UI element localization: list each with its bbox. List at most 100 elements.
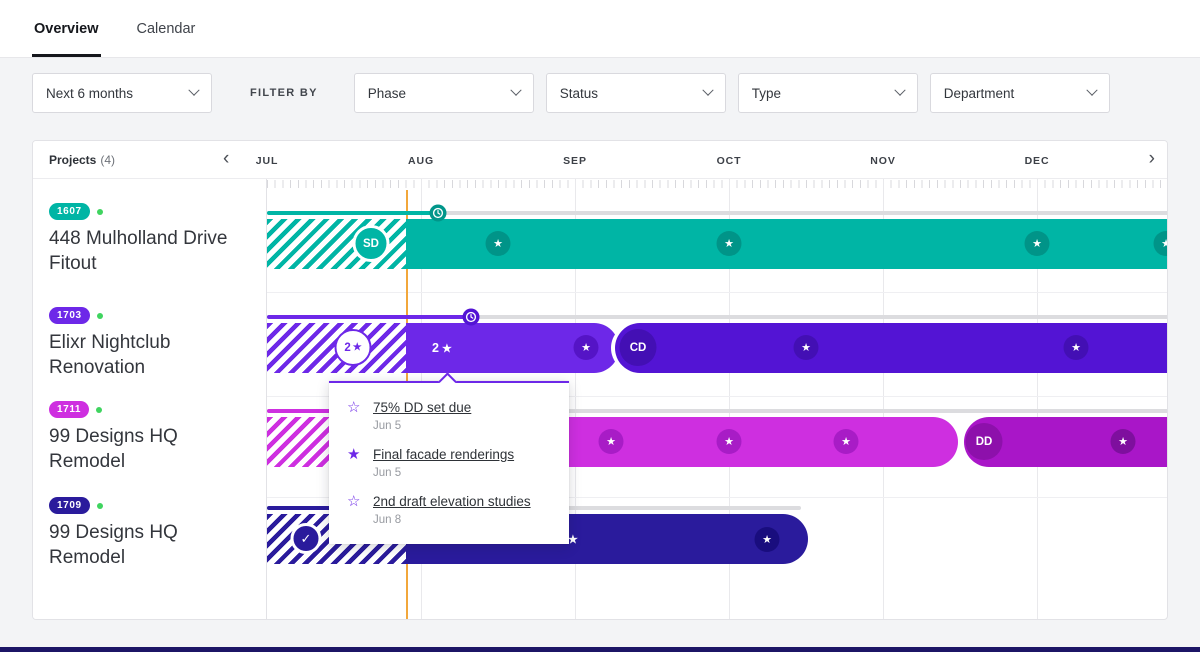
tab-calendar[interactable]: Calendar xyxy=(136,20,196,37)
timeline-body: SD ★ ★ ★ ★ 2★ 2★ ★ CD ★ ★ ★ ★ ★ xyxy=(267,179,1167,619)
gridline-nov xyxy=(883,179,884,619)
milestone-star-icon[interactable]: ★ xyxy=(793,335,819,360)
timeline-ruler xyxy=(267,180,1167,188)
filter-type-label: Type xyxy=(751,85,781,101)
month-label-dec: DEC xyxy=(1024,155,1050,167)
filter-status-select[interactable]: Status xyxy=(545,73,726,113)
project-name: 99 Designs HQ Remodel xyxy=(49,522,178,568)
milestone-star-icon[interactable]: ★ xyxy=(1110,429,1136,454)
milestone-link[interactable]: 2nd draft elevation studies xyxy=(373,494,531,509)
timeline-next-button[interactable]: › xyxy=(1148,148,1155,169)
tooltip-item: ★ Final facade renderings Jun 5 xyxy=(347,446,551,479)
filter-department-label: Department xyxy=(943,85,1015,101)
gantt-bar-1607[interactable] xyxy=(406,219,1167,269)
tab-overview[interactable]: Overview xyxy=(32,0,101,57)
star-filled-icon: ★ xyxy=(347,446,361,463)
milestone-star-icon[interactable]: ★ xyxy=(716,231,742,256)
phase-marker-dd[interactable]: DD xyxy=(965,423,1003,460)
status-dot-icon xyxy=(96,406,103,413)
month-label-sep: SEP xyxy=(563,155,587,167)
milestone-star-icon[interactable]: ★ xyxy=(716,429,742,454)
star-icon: ★ xyxy=(352,342,362,353)
filter-by-label: FILTER BY xyxy=(250,87,318,99)
project-code-badge: 1709 xyxy=(49,497,90,515)
milestone-star-icon[interactable]: ★ xyxy=(1024,231,1050,256)
tooltip-caret xyxy=(438,372,457,391)
gridline-sep xyxy=(575,179,576,619)
month-label-jul: JUL xyxy=(255,155,279,167)
date-range-value: Next 6 months xyxy=(46,85,134,101)
project-code-badge: 1607 xyxy=(49,203,90,221)
progress-fill xyxy=(267,211,438,215)
row-separator xyxy=(267,292,1167,293)
row-separator xyxy=(267,497,1167,498)
filter-type-select[interactable]: Type xyxy=(737,73,918,113)
completed-check-icon[interactable]: ✓ xyxy=(290,523,322,554)
filter-phase-label: Phase xyxy=(367,85,406,101)
chevron-down-icon xyxy=(1086,84,1098,96)
timeline-header: Projects (4) ‹ JUL AUG SEP OCT NOV DEC › xyxy=(33,141,1167,179)
timeline-prev-button[interactable]: ‹ xyxy=(223,148,230,169)
progress-track xyxy=(267,315,1167,319)
milestone-link[interactable]: Final facade renderings xyxy=(373,447,515,462)
projects-header: Projects (4) xyxy=(49,153,115,167)
star-outline-icon: ☆ xyxy=(347,493,361,510)
filter-department-select[interactable]: Department xyxy=(929,73,1110,113)
milestone-star-icon[interactable]: ★ xyxy=(573,335,599,360)
filter-bar: Next 6 months FILTER BY Phase Status Typ… xyxy=(0,58,1200,113)
star-icon: ★ xyxy=(441,342,452,355)
progress-track xyxy=(267,409,1167,413)
milestone-star-icon[interactable]: ★ xyxy=(485,231,511,256)
projects-sidebar: 1607 448 Mulholland Drive Fitout 1703 El… xyxy=(33,179,267,619)
milestone-count-label: 2★ xyxy=(432,341,452,355)
date-range-select[interactable]: Next 6 months xyxy=(32,73,212,113)
star-icon: ★ xyxy=(567,533,578,546)
chevron-down-icon xyxy=(894,84,906,96)
bottom-edge-strip xyxy=(0,647,1200,652)
project-row-1709[interactable]: 1709 99 Designs HQ Remodel xyxy=(49,497,254,570)
star-outline-icon: ☆ xyxy=(347,399,361,416)
milestone-star-icon[interactable]: ★ xyxy=(1153,231,1167,256)
gridline-oct xyxy=(729,179,730,619)
gantt-panel: Projects (4) ‹ JUL AUG SEP OCT NOV DEC › … xyxy=(32,140,1168,620)
tooltip-item: ☆ 75% DD set due Jun 5 xyxy=(347,399,551,432)
progress-track xyxy=(267,211,1167,215)
project-row-1703[interactable]: 1703 Elixr Nightclub Renovation xyxy=(49,307,254,380)
chevron-down-icon xyxy=(510,84,522,96)
milestone-star-icon[interactable]: ★ xyxy=(754,527,780,552)
milestone-star-icon[interactable]: ★ xyxy=(598,429,624,454)
phase-marker-cd[interactable]: CD xyxy=(619,329,657,366)
phase-marker-sd[interactable]: SD xyxy=(352,225,390,262)
pending-milestones-marker[interactable]: 2 ★ xyxy=(334,329,372,366)
project-row-1607[interactable]: 1607 448 Mulholland Drive Fitout xyxy=(49,203,254,276)
filter-phase-select[interactable]: Phase xyxy=(353,73,534,113)
project-name: 448 Mulholland Drive Fitout xyxy=(49,228,228,274)
project-row-1711[interactable]: 1711 99 Designs HQ Remodel xyxy=(49,401,254,474)
gridline-dec xyxy=(1037,179,1038,619)
milestone-star-icon[interactable]: ★ xyxy=(833,429,859,454)
milestone-date: Jun 5 xyxy=(373,420,402,432)
status-dot-icon xyxy=(96,502,103,509)
progress-fill xyxy=(267,506,331,510)
projects-label: Projects xyxy=(49,153,97,167)
progress-fill xyxy=(267,315,471,319)
row-separator xyxy=(267,396,1167,397)
month-label-oct: OCT xyxy=(716,155,742,167)
milestone-date: Jun 5 xyxy=(373,467,402,479)
milestone-link[interactable]: 75% DD set due xyxy=(373,400,472,415)
projects-count: (4) xyxy=(100,153,116,167)
chevron-down-icon xyxy=(188,84,200,96)
filter-status-label: Status xyxy=(559,85,598,101)
clock-icon xyxy=(462,308,480,326)
month-label-aug: AUG xyxy=(407,155,435,167)
milestone-star-icon[interactable]: ★ xyxy=(1063,335,1089,360)
project-name: Elixr Nightclub Renovation xyxy=(49,332,171,378)
project-name: 99 Designs HQ Remodel xyxy=(49,426,178,472)
status-dot-icon xyxy=(96,208,103,215)
milestones-tooltip: ☆ 75% DD set due Jun 5 ★ Final facade re… xyxy=(329,372,569,544)
project-code-badge: 1711 xyxy=(49,401,90,419)
chevron-down-icon xyxy=(702,84,714,96)
milestone-date: Jun 8 xyxy=(373,514,402,526)
clock-icon xyxy=(429,204,447,222)
tooltip-item: ☆ 2nd draft elevation studies Jun 8 xyxy=(347,493,551,526)
